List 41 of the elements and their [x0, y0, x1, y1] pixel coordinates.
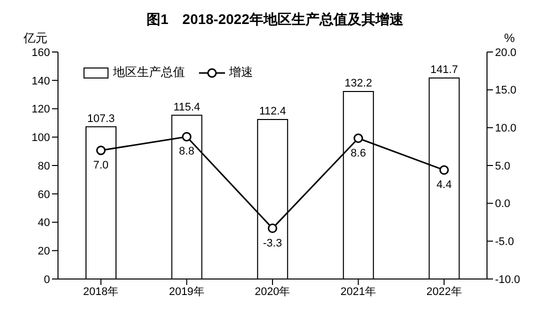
data-label: 8.8	[179, 146, 194, 158]
point	[354, 134, 364, 144]
data-label: 141.7	[430, 64, 458, 76]
point	[268, 224, 278, 234]
x-tick-label: 2021年	[340, 286, 376, 298]
y2-tick-label: 5.0	[495, 160, 510, 172]
y-tick-label: 120	[32, 104, 50, 116]
point	[439, 165, 449, 175]
data-label: 8.6	[350, 147, 366, 160]
chart-title: 图1 2018-2022年地区生产总值及其增速	[146, 10, 404, 29]
y2-tick-label: -10.0	[495, 274, 520, 286]
y-tick-label: 140	[32, 75, 50, 88]
data-label: 115.4	[173, 101, 200, 114]
y2-tick-label: 20.0	[495, 46, 516, 59]
data-label: 4.4	[436, 179, 452, 192]
y2-tick-label: -5.0	[495, 236, 514, 248]
y-tick-label: 60	[38, 188, 50, 201]
x-tick-label: 2019年	[168, 286, 204, 298]
y-tick-label: 160	[32, 46, 50, 59]
data-label: 7.0	[93, 159, 109, 172]
x-tick-label: 2020年	[254, 286, 290, 298]
y-tick-label: 40	[38, 217, 50, 230]
legend-label: 地区生产总值	[112, 64, 185, 81]
point	[96, 146, 106, 156]
y-axis-title: 亿元	[22, 31, 48, 45]
data-label: 112.4	[259, 106, 286, 118]
x-tick-label: 2022年	[426, 286, 462, 298]
y2-tick-label: 0.0	[495, 198, 510, 210]
data-label: 132.2	[344, 77, 372, 90]
data-label: -3.3	[263, 237, 282, 250]
x-tick-label: 2018年	[83, 286, 119, 298]
y2-tick-label: 10.0	[495, 122, 516, 135]
data-label: 107.3	[87, 112, 115, 125]
y-tick-label: 0	[44, 274, 50, 286]
y2-axis-title: %	[504, 31, 516, 45]
y-tick-label: 80	[38, 160, 50, 172]
point	[182, 132, 192, 142]
y-tick-label: 100	[32, 132, 50, 144]
y2-tick-label: 15.0	[495, 84, 516, 97]
legend-label: 增速	[228, 64, 253, 81]
y-tick-label: 20	[38, 246, 50, 258]
